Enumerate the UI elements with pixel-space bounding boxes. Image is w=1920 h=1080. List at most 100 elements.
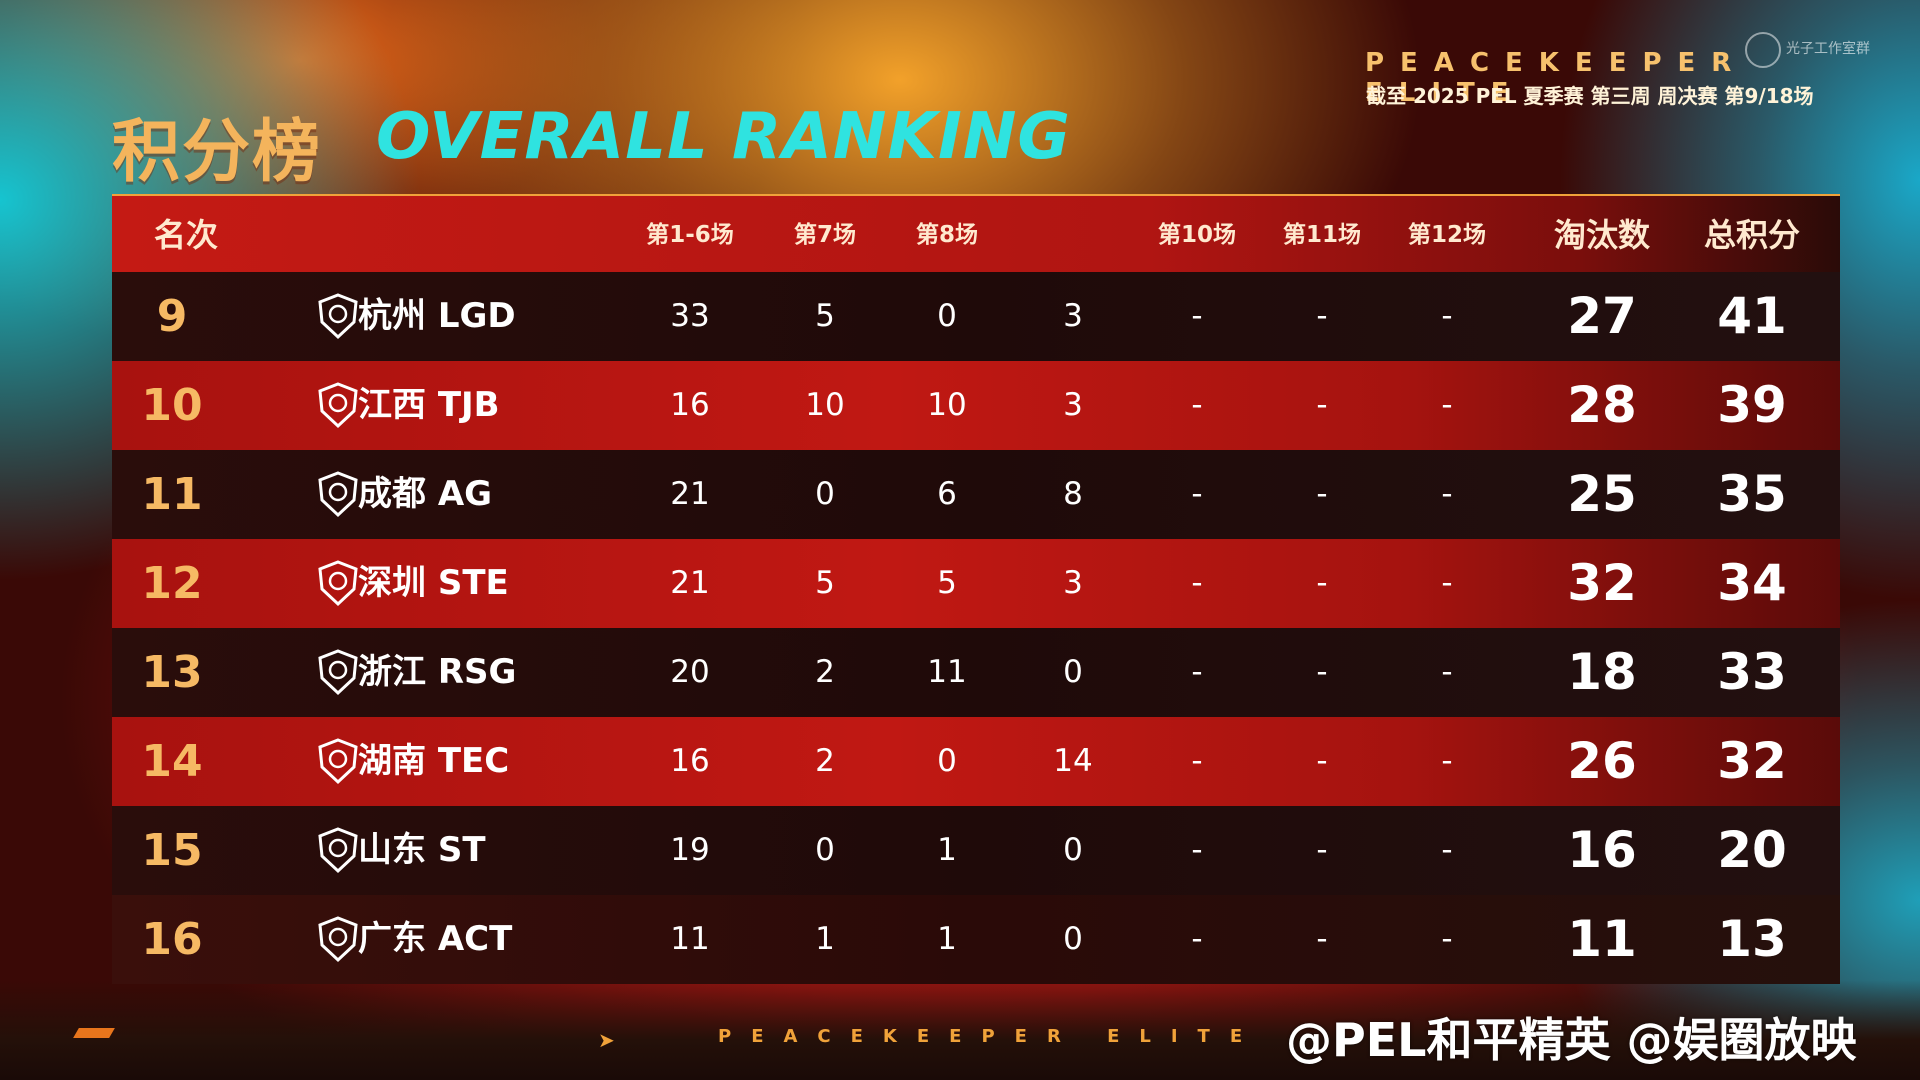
studio-logo-icon xyxy=(1745,32,1781,68)
table-row: 16 广东 ACT 11 1 1 0- - -11 13 xyxy=(112,895,1840,984)
score-cell-g9: 3 xyxy=(1063,387,1083,423)
elims-cell: 25 xyxy=(1567,465,1637,523)
footer-brand: PEACEKEEPER ELITE xyxy=(718,1026,1263,1047)
table-row: 15 山东 ST 19 0 1 0 - - - 16 20 xyxy=(112,806,1840,895)
score-cell-g1-6: 21 xyxy=(670,565,710,601)
score-cell-g1-6: 11 xyxy=(670,921,710,957)
score-cell-g10: - xyxy=(1191,476,1203,512)
team-name: 江西 TJB xyxy=(358,385,500,425)
score-cell-g12: - xyxy=(1441,298,1453,334)
score-cell-g11: - xyxy=(1316,654,1328,690)
score-cell-g1-6: 16 xyxy=(670,743,710,779)
total-cell: 41 xyxy=(1717,287,1787,345)
score-cell-g12: - xyxy=(1441,921,1453,957)
ranking-table: 名次 第1-6场 第7场 第8场 第10场 第11场 第12场 淘汰数 总积分 … xyxy=(112,194,1840,984)
col-g8: 第8场 xyxy=(915,222,978,248)
score-cell-g12: - xyxy=(1441,387,1453,423)
arrow-icon: ➤ xyxy=(598,1028,615,1052)
rank-cell: 9 xyxy=(156,291,188,342)
table-row: 13 浙江 RSG 20 2 11 0 - - - 18 33 xyxy=(112,628,1840,717)
rank-cell: 15 xyxy=(141,825,203,876)
elims-cell: 16 xyxy=(1567,821,1637,879)
score-cell-g8: 11 xyxy=(927,654,967,690)
tjb-logo-icon xyxy=(302,361,372,450)
brand-top: PEACEKEEPER ELITE xyxy=(1365,48,1748,108)
total-cell: 33 xyxy=(1717,643,1787,701)
weibo-handle: @PEL和平精英 @娱圈放映 xyxy=(1286,1013,1857,1067)
table-row: 9 杭州 LGD 33 5 0 3 - - - 27 41 xyxy=(112,272,1840,361)
score-cell-g11: - xyxy=(1316,743,1328,779)
elims-cell: 26 xyxy=(1567,732,1637,790)
title-en: OVERALL RANKING xyxy=(376,100,1071,174)
score-cell-g8: 1 xyxy=(937,832,957,868)
team-name: 山东 ST xyxy=(358,830,486,870)
rank-cell: 12 xyxy=(141,558,203,609)
team-name: 杭州 LGD xyxy=(358,296,516,336)
footer-decoration xyxy=(73,1028,115,1038)
score-cell-g7: 5 xyxy=(815,565,835,601)
score-cell-g7: 0 xyxy=(815,476,835,512)
score-cell-g11: - xyxy=(1316,832,1328,868)
score-cell-g9: 3 xyxy=(1063,298,1083,334)
score-cell-g8: 6 xyxy=(937,476,957,512)
lgd-logo-icon xyxy=(302,272,372,361)
elims-cell: 28 xyxy=(1567,376,1637,434)
team-name: 深圳 STE xyxy=(358,563,509,603)
team-name: 成都 AG xyxy=(358,474,493,514)
elims-cell: 27 xyxy=(1567,287,1637,345)
score-cell-g7: 2 xyxy=(815,743,835,779)
table-header: 名次 第1-6场 第7场 第8场 第10场 第11场 第12场 淘汰数 总积分 xyxy=(112,194,1840,272)
total-cell: 32 xyxy=(1717,732,1787,790)
score-cell-g10: - xyxy=(1191,565,1203,601)
table-row: 10 江西 TJB 16 10 10 3 - - - 28 39 xyxy=(112,361,1840,450)
col-g10: 第10场 xyxy=(1157,222,1236,248)
table-row: 12 深圳 STE 21 5 5 3 - - - 32 34 xyxy=(112,539,1840,628)
col-g12: 第12场 xyxy=(1407,222,1486,248)
col-elims: 淘汰数 xyxy=(1553,216,1650,254)
score-cell-g11: - xyxy=(1316,387,1328,423)
score-cell-g1-6: 21 xyxy=(670,476,710,512)
col-g7: 第7场 xyxy=(793,222,856,248)
tec-logo-icon xyxy=(302,717,372,806)
score-cell-g12: - xyxy=(1441,565,1453,601)
rsg-logo-icon xyxy=(302,628,372,717)
score-cell-g7: 10 xyxy=(805,387,845,423)
score-cell-g8: 5 xyxy=(937,565,957,601)
score-cell-g1-6: 20 xyxy=(670,654,710,690)
rank-cell: 11 xyxy=(141,469,203,520)
score-cell-g7: 0 xyxy=(815,832,835,868)
score-cell-g9: 0 xyxy=(1063,654,1083,690)
score-cell-g9: 0 xyxy=(1063,921,1083,957)
team-name: 广东 ACT xyxy=(358,919,513,959)
score-cell-g8: 10 xyxy=(927,387,967,423)
score-cell-g8: 1 xyxy=(937,921,957,957)
score-cell-g7: 1 xyxy=(815,921,835,957)
score-cell-g12: - xyxy=(1441,654,1453,690)
total-cell: 20 xyxy=(1717,821,1787,879)
rank-cell: 13 xyxy=(141,647,203,698)
col-rank: 名次 xyxy=(154,216,219,254)
ste-logo-icon xyxy=(302,539,372,628)
col-g1-6: 第1-6场 xyxy=(646,222,734,248)
score-cell-g11: - xyxy=(1316,565,1328,601)
score-cell-g8: 0 xyxy=(937,298,957,334)
ag-logo-icon xyxy=(302,450,372,539)
col-total: 总积分 xyxy=(1703,216,1800,254)
elims-cell: 32 xyxy=(1567,554,1637,612)
score-cell-g12: - xyxy=(1441,832,1453,868)
total-cell: 39 xyxy=(1717,376,1787,434)
table-row: 11 成都 AG 21 0 6 8 - - - 25 35 xyxy=(112,450,1840,539)
score-cell-g10: - xyxy=(1191,921,1203,957)
title-cn: 积分榜 xyxy=(112,113,323,192)
rank-cell: 14 xyxy=(141,736,203,787)
score-cell-g7: 5 xyxy=(815,298,835,334)
score-cell-g11: - xyxy=(1316,298,1328,334)
col-g9 xyxy=(1028,196,1118,274)
score-cell-g10: - xyxy=(1191,654,1203,690)
score-cell-g1-6: 19 xyxy=(670,832,710,868)
total-cell: 34 xyxy=(1717,554,1787,612)
act-logo-icon xyxy=(302,895,372,984)
rank-cell: 16 xyxy=(141,914,203,965)
score-cell-g10: - xyxy=(1191,743,1203,779)
rank-cell: 10 xyxy=(141,380,203,431)
